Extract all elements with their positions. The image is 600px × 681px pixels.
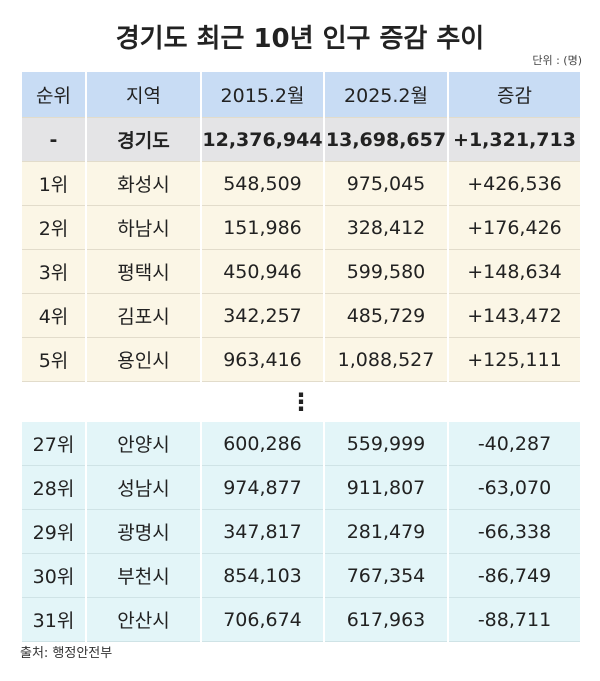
table: 순위 지역 2015.2월 2025.2월 증감 - 경기도 12,376,944 13,698… bbox=[20, 72, 582, 642]
separator-row: ⋮ bbox=[21, 381, 581, 422]
cell: 5위 bbox=[20, 337, 87, 382]
cell: +176,426 bbox=[447, 205, 582, 250]
cell: 용인시 bbox=[85, 337, 202, 382]
cell: -40,287 bbox=[447, 422, 582, 466]
cell: 부천시 bbox=[85, 553, 202, 598]
cell: -86,749 bbox=[447, 553, 582, 598]
cell: 안산시 bbox=[85, 597, 202, 642]
cell: 600,286 bbox=[200, 422, 325, 466]
cell: +426,536 bbox=[447, 161, 582, 206]
cell: 28위 bbox=[20, 465, 87, 510]
cell: 30위 bbox=[20, 553, 87, 598]
cell: 12,376,944 bbox=[200, 117, 325, 162]
cell: 347,817 bbox=[200, 509, 325, 554]
cell: 1위 bbox=[20, 161, 87, 206]
cell: -66,338 bbox=[447, 509, 582, 554]
unit: 단위 : (명) bbox=[532, 54, 582, 67]
cell: 29위 bbox=[20, 509, 87, 554]
cell: 평택시 bbox=[85, 249, 202, 294]
cell: 31위 bbox=[20, 597, 87, 642]
separator: ⋮ bbox=[21, 381, 581, 422]
cell: 450,946 bbox=[200, 249, 325, 294]
cell: 963,416 bbox=[200, 337, 325, 382]
top-row: 2위 하남시 151,986 328,412 +176,426 bbox=[20, 205, 582, 250]
column-header: 증감 bbox=[447, 72, 582, 118]
cell: -63,070 bbox=[447, 465, 582, 510]
cell: 854,103 bbox=[200, 553, 325, 598]
cell: 13,698,657 bbox=[323, 117, 449, 162]
cell: 화성시 bbox=[85, 161, 202, 206]
cell: 151,986 bbox=[200, 205, 325, 250]
cell: +1,321,713 bbox=[447, 117, 582, 162]
cell: +148,634 bbox=[447, 249, 582, 294]
title: 경기도 최근 10년 인구 증감 추이 bbox=[115, 24, 485, 54]
head-row: 순위 지역 2015.2월 2025.2월 증감 bbox=[20, 72, 582, 118]
cell: 342,257 bbox=[200, 293, 325, 338]
cell: 2위 bbox=[20, 205, 87, 250]
cell: 599,580 bbox=[323, 249, 449, 294]
cell: 1,088,527 bbox=[323, 337, 449, 382]
column-header: 2015.2월 bbox=[200, 72, 325, 118]
total-row: - 경기도 12,376,944 13,698,657 +1,321,713 bbox=[20, 117, 582, 162]
cell: 3위 bbox=[20, 249, 87, 294]
cell: 485,729 bbox=[323, 293, 449, 338]
top-row: 3위 평택시 450,946 599,580 +148,634 bbox=[20, 249, 582, 294]
top-row: 1위 화성시 548,509 975,045 +426,536 bbox=[20, 161, 582, 206]
bottom-row: 31위 안산시 706,674 617,963 -88,711 bbox=[20, 597, 582, 642]
cell: - bbox=[20, 117, 87, 162]
cell: 하남시 bbox=[85, 205, 202, 250]
cell: 617,963 bbox=[323, 597, 449, 642]
cell: 706,674 bbox=[200, 597, 325, 642]
cell: 경기도 bbox=[85, 117, 202, 162]
bottom-row: 28위 성남시 974,877 911,807 -63,070 bbox=[20, 465, 582, 510]
column-header: 2025.2월 bbox=[323, 72, 449, 118]
top-row: 4위 김포시 342,257 485,729 +143,472 bbox=[20, 293, 582, 338]
cell: 김포시 bbox=[85, 293, 202, 338]
cell: 281,479 bbox=[323, 509, 449, 554]
cell: +143,472 bbox=[447, 293, 582, 338]
cell: +125,111 bbox=[447, 337, 582, 382]
cell: 4위 bbox=[20, 293, 87, 338]
cell: 974,877 bbox=[200, 465, 325, 510]
bottom-row: 27위 안양시 600,286 559,999 -40,287 bbox=[20, 422, 582, 466]
bottom-row: 30위 부천시 854,103 767,354 -86,749 bbox=[20, 553, 582, 598]
top-row: 5위 용인시 963,416 1,088,527 +125,111 bbox=[20, 337, 582, 382]
cell: 안양시 bbox=[85, 422, 202, 466]
bottom-row: 29위 광명시 347,817 281,479 -66,338 bbox=[20, 509, 582, 554]
cell: 767,354 bbox=[323, 553, 449, 598]
column-header: 순위 bbox=[20, 72, 87, 118]
column-header: 지역 bbox=[85, 72, 202, 118]
cell: 911,807 bbox=[323, 465, 449, 510]
cell: 975,045 bbox=[323, 161, 449, 206]
table-body: 순위 지역 2015.2월 2025.2월 증감 - 경기도 12,376,944 13,698… bbox=[20, 72, 582, 642]
cell: 548,509 bbox=[200, 161, 325, 206]
cell: 27위 bbox=[20, 422, 87, 466]
cell: 성남시 bbox=[85, 465, 202, 510]
cell: 559,999 bbox=[323, 422, 449, 466]
cell: 328,412 bbox=[323, 205, 449, 250]
cell: 광명시 bbox=[85, 509, 202, 554]
source: 출처: 행정안전부 bbox=[20, 646, 113, 661]
cell: -88,711 bbox=[447, 597, 582, 642]
